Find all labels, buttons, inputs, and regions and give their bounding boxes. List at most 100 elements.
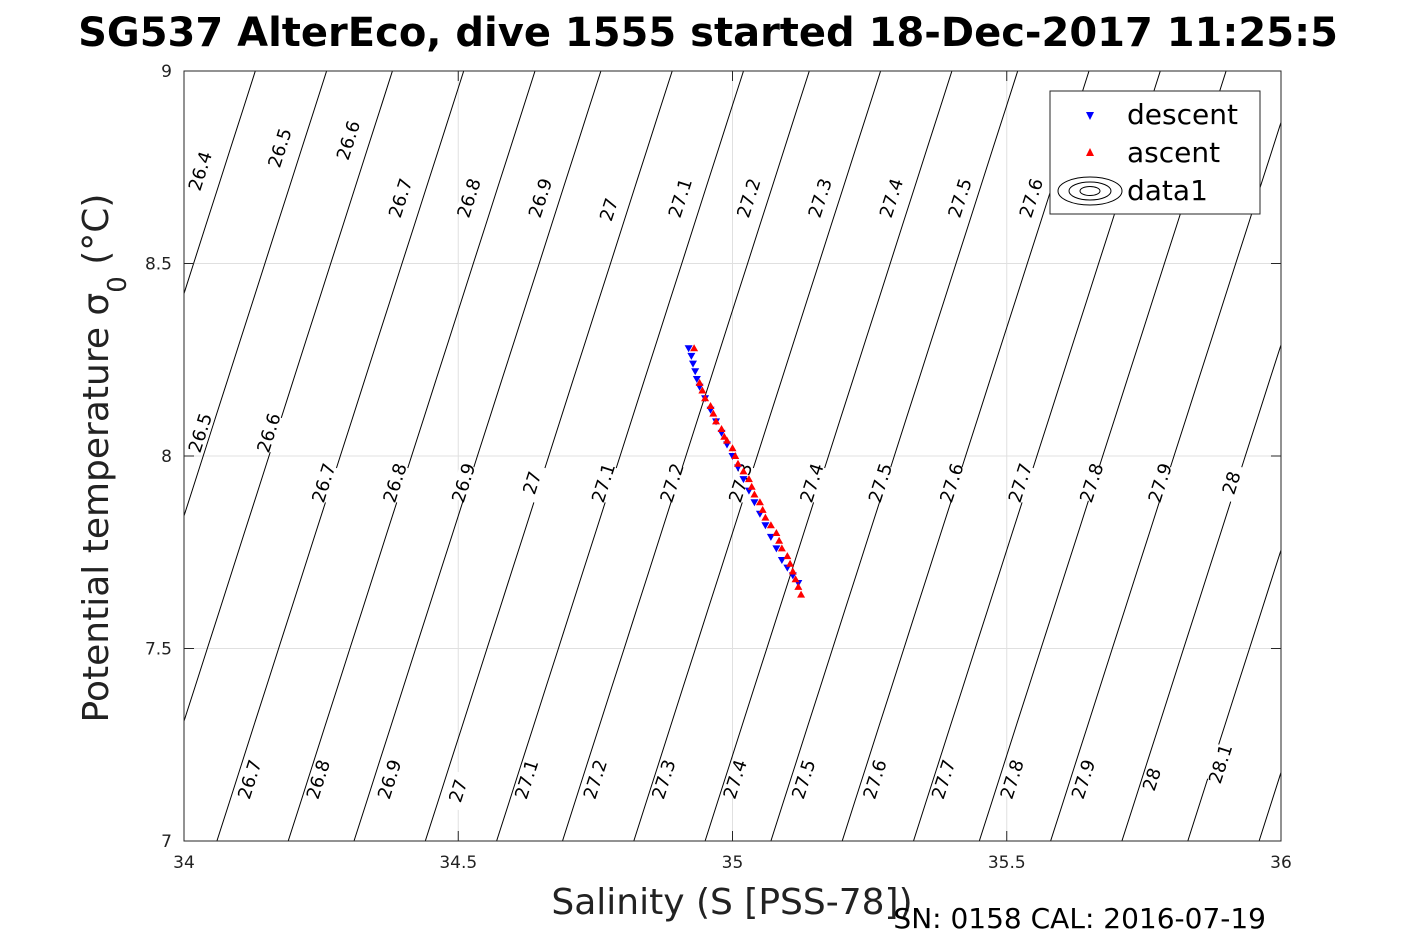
contour-label-background	[666, 178, 695, 218]
contour-label-background	[1069, 759, 1098, 800]
legend: descent ascent data1	[1049, 90, 1261, 215]
contour-label-background	[589, 463, 618, 503]
descent-marker	[691, 368, 700, 376]
contour-label-background	[734, 178, 764, 218]
legend-descent-marker	[1086, 112, 1094, 120]
contour-label-background	[595, 189, 624, 230]
ascent-marker	[794, 582, 803, 590]
contour-label-background	[334, 120, 363, 161]
contour-label-background	[235, 759, 264, 800]
contour-label-background	[806, 178, 835, 218]
y-tick-label: 7.5	[145, 640, 172, 660]
contour-label-background	[866, 463, 895, 503]
density-contour	[496, 71, 745, 841]
ascent-marker	[690, 344, 699, 352]
density-contour	[184, 71, 256, 296]
legend-label-ascent: ascent	[1127, 136, 1220, 169]
descent-marker	[687, 352, 696, 360]
contour-label-background	[658, 463, 687, 503]
ascent-marker	[761, 513, 770, 521]
legend-ascent-marker	[1086, 148, 1094, 156]
contour-label-background	[721, 759, 750, 800]
data-series	[684, 344, 806, 598]
density-contour	[1050, 120, 1281, 841]
ascent-marker	[797, 590, 806, 598]
density-contour	[184, 71, 328, 518]
contour-label-background	[1077, 463, 1106, 503]
ascent-marker	[709, 409, 718, 417]
contour-label-background	[649, 759, 679, 800]
y-tick-label: 8.5	[145, 255, 172, 275]
contour-label-background	[581, 759, 610, 800]
ascent-marker	[706, 401, 715, 409]
x-tick-label: 35.5	[988, 853, 1026, 873]
legend-box	[1049, 90, 1261, 215]
descent-marker	[772, 545, 781, 553]
contour-label-background	[375, 759, 404, 800]
ascent-marker	[698, 386, 707, 394]
x-tick-label: 34	[173, 853, 195, 873]
ascent-marker	[766, 521, 775, 529]
contour-label-background	[1138, 759, 1167, 800]
density-contour	[287, 71, 536, 841]
contour-label-background	[386, 178, 415, 218]
ascent-marker	[777, 544, 786, 552]
ascent-marker	[723, 436, 732, 444]
ascent-marker	[786, 559, 795, 567]
density-contour	[1121, 343, 1281, 841]
contour-label-background	[937, 463, 966, 503]
contour-label-background	[186, 151, 215, 191]
contour-label-background	[254, 413, 284, 453]
ascent-marker	[783, 552, 792, 560]
ascent-marker	[744, 475, 753, 483]
density-contour	[216, 71, 465, 841]
contour-label-background	[1217, 463, 1246, 503]
ascent-marker	[791, 575, 800, 583]
y-axis-ticks: 7 7.5 8 8.5 9	[145, 62, 1281, 852]
y-axis-label-unit: (°C)	[76, 194, 117, 277]
ascent-marker	[747, 482, 756, 490]
x-tick-label: 34.5	[439, 853, 477, 873]
footer-calibration-text: SN: 0158 CAL: 2016-07-19	[893, 902, 1266, 935]
ascent-marker	[750, 490, 759, 498]
contour-label-background	[512, 759, 541, 800]
contour-label-background	[381, 463, 410, 503]
density-contour	[353, 71, 602, 841]
y-tick-label: 9	[161, 62, 172, 82]
descent-marker	[761, 522, 770, 530]
y-axis-label-subscript: 0	[103, 276, 133, 293]
x-tick-label: 36	[1270, 853, 1292, 873]
contour-label-background	[449, 463, 478, 503]
contour-label-background	[726, 463, 755, 503]
contour-label-background	[946, 178, 975, 218]
ascent-marker	[717, 425, 726, 433]
ascent-marker	[772, 529, 781, 536]
contour-label-background	[309, 463, 338, 503]
y-tick-label: 7	[161, 832, 172, 852]
density-contour	[561, 71, 810, 841]
descent-marker	[750, 499, 759, 507]
contour-label-background	[877, 178, 906, 218]
contour-label-background	[186, 413, 215, 453]
ascent-marker	[695, 378, 704, 386]
contour-label-background	[265, 128, 295, 168]
contour-label-background	[304, 759, 333, 800]
x-tick-label: 35	[722, 853, 744, 873]
density-contour	[704, 71, 953, 841]
contour-label-background	[1006, 463, 1035, 503]
contour-label-background	[444, 771, 473, 811]
ascent-marker	[712, 417, 721, 425]
density-contour	[1187, 548, 1281, 841]
ascent-marker	[731, 452, 740, 459]
ascent-marker	[758, 505, 767, 513]
descent-marker	[684, 345, 693, 353]
contour-label-background	[1146, 463, 1175, 503]
y-axis-label-main: Potential temperature σ	[76, 293, 117, 723]
ascent-marker	[701, 394, 710, 402]
descent-marker	[689, 360, 698, 368]
contour-label-background	[789, 759, 818, 800]
contour-label-background	[998, 759, 1027, 800]
chart-title: SG537 AlterEco, dive 1555 started 18-Dec…	[78, 10, 1338, 56]
y-axis-label: Potential temperature σ0 (°C)	[76, 194, 133, 723]
